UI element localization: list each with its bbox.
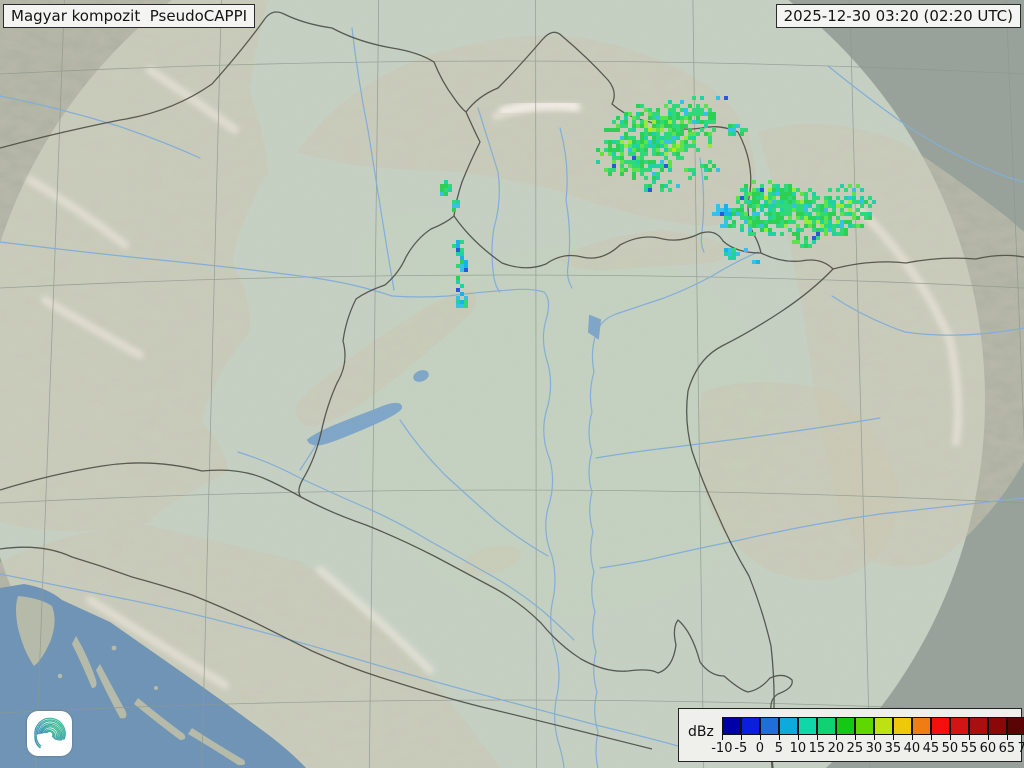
echo-little-carpathians-strip bbox=[452, 240, 468, 308]
legend-swatch bbox=[911, 717, 931, 735]
legend-tick-label: 40 bbox=[903, 741, 921, 756]
legend-swatch bbox=[854, 717, 874, 735]
legend-tick bbox=[759, 735, 761, 740]
legend-tick bbox=[930, 735, 932, 740]
echo-northeast-band bbox=[712, 180, 876, 248]
legend-tick-label: -10 bbox=[711, 741, 733, 756]
legend-swatch bbox=[721, 717, 741, 735]
legend-tick bbox=[854, 735, 856, 740]
echo-central-small-cells bbox=[440, 180, 460, 212]
legend-tick-label: 60 bbox=[979, 741, 997, 756]
legend-swatch bbox=[987, 717, 1007, 735]
legend-tick-label: 20 bbox=[827, 741, 845, 756]
legend-tick bbox=[892, 735, 894, 740]
legend-tick bbox=[968, 735, 970, 740]
legend-tick bbox=[987, 735, 989, 740]
legend-tick bbox=[873, 735, 875, 740]
legend-tick-label: 55 bbox=[960, 741, 978, 756]
legend-swatch bbox=[835, 717, 855, 735]
spiral-logo-icon bbox=[34, 717, 66, 749]
timestamp-label: 2025-12-30 03:20 (02:20 UTC) bbox=[775, 4, 1021, 28]
legend-tick-label: 35 bbox=[884, 741, 902, 756]
legend-tick-label: 10 bbox=[789, 741, 807, 756]
legend-swatch bbox=[778, 717, 798, 735]
legend-swatch bbox=[892, 717, 912, 735]
legend-tick-label: 70 bbox=[1017, 741, 1024, 756]
legend-swatch bbox=[816, 717, 836, 735]
legend-swatch bbox=[930, 717, 950, 735]
legend-swatch bbox=[949, 717, 969, 735]
legend-tick-label: 45 bbox=[922, 741, 940, 756]
legend-unit-label: dBz bbox=[688, 724, 714, 740]
legend-tick bbox=[949, 735, 951, 740]
legend-tick bbox=[721, 735, 723, 740]
legend-swatch bbox=[968, 717, 988, 735]
legend-tick bbox=[816, 735, 818, 740]
legend-tick-label: 30 bbox=[865, 741, 883, 756]
legend-tick-label: -5 bbox=[734, 741, 748, 756]
product-label: Magyar kompozit PseudoCAPPI bbox=[3, 4, 256, 28]
legend-tick bbox=[1006, 735, 1008, 740]
hungaromet-logo bbox=[27, 711, 72, 756]
legend-swatch bbox=[759, 717, 779, 735]
echo-north-slovakia-band bbox=[596, 96, 748, 192]
legend-swatch bbox=[873, 717, 893, 735]
legend-swatch bbox=[1006, 717, 1024, 735]
legend-tick-label: 50 bbox=[941, 741, 959, 756]
legend-tick bbox=[797, 735, 799, 740]
legend-swatch bbox=[797, 717, 817, 735]
legend-tick-label: 65 bbox=[998, 741, 1016, 756]
legend-tick bbox=[911, 735, 913, 740]
legend-tick-label: 25 bbox=[846, 741, 864, 756]
echo-borsod-cyan-patches bbox=[724, 248, 760, 264]
legend-swatch bbox=[740, 717, 760, 735]
legend-tick bbox=[778, 735, 780, 740]
legend-tick-label: 15 bbox=[808, 741, 826, 756]
legend-tick-label: 0 bbox=[755, 741, 764, 756]
legend-tick bbox=[740, 735, 742, 740]
legend-tick-label: 5 bbox=[774, 741, 783, 756]
legend-tick bbox=[835, 735, 837, 740]
legend-color-scale: -10-5 05 10152025303540455055606570 bbox=[711, 717, 1024, 761]
reflectivity-legend: dBz -10-5 05 10152025303540455055606570 bbox=[678, 708, 1024, 762]
radar-echo-layer bbox=[440, 96, 876, 308]
